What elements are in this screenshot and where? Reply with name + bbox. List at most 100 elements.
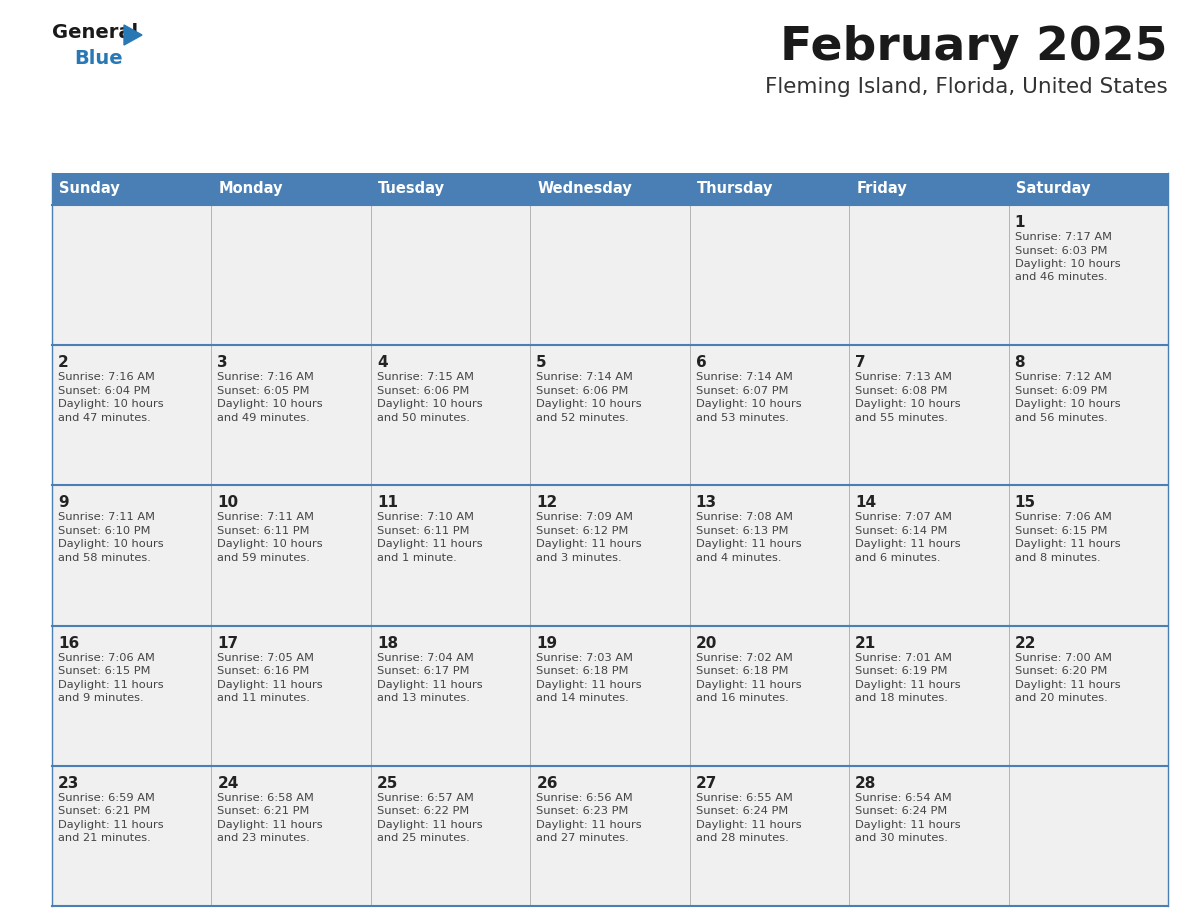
Text: Daylight: 11 hours: Daylight: 11 hours <box>58 820 164 830</box>
Text: and 28 minutes.: and 28 minutes. <box>696 834 789 844</box>
Bar <box>530 205 690 345</box>
Bar <box>371 345 530 486</box>
Text: Sunrise: 6:57 AM: Sunrise: 6:57 AM <box>377 793 474 803</box>
Bar <box>211 766 371 906</box>
Text: Sunrise: 6:55 AM: Sunrise: 6:55 AM <box>696 793 792 803</box>
Text: Daylight: 11 hours: Daylight: 11 hours <box>855 679 961 689</box>
Text: Sunset: 6:09 PM: Sunset: 6:09 PM <box>1015 386 1107 396</box>
Bar <box>52 205 211 345</box>
Bar <box>690 205 849 345</box>
Text: Sunrise: 7:11 AM: Sunrise: 7:11 AM <box>58 512 154 522</box>
Bar <box>530 173 690 205</box>
Bar <box>52 766 211 906</box>
Bar <box>371 173 530 205</box>
Text: Sunset: 6:08 PM: Sunset: 6:08 PM <box>855 386 948 396</box>
Text: Daylight: 10 hours: Daylight: 10 hours <box>217 399 323 409</box>
Text: 14: 14 <box>855 496 877 510</box>
Bar <box>211 205 371 345</box>
Text: Daylight: 10 hours: Daylight: 10 hours <box>1015 259 1120 269</box>
Bar <box>530 625 690 766</box>
Bar <box>211 173 371 205</box>
Bar <box>211 625 371 766</box>
Text: Sunset: 6:24 PM: Sunset: 6:24 PM <box>855 806 947 816</box>
Text: 28: 28 <box>855 776 877 790</box>
Text: Sunrise: 7:02 AM: Sunrise: 7:02 AM <box>696 653 792 663</box>
Text: Daylight: 11 hours: Daylight: 11 hours <box>855 540 961 549</box>
Text: Daylight: 11 hours: Daylight: 11 hours <box>1015 540 1120 549</box>
Text: 13: 13 <box>696 496 716 510</box>
Text: and 9 minutes.: and 9 minutes. <box>58 693 144 703</box>
Text: Sunrise: 7:13 AM: Sunrise: 7:13 AM <box>855 372 952 382</box>
Text: Sunset: 6:22 PM: Sunset: 6:22 PM <box>377 806 469 816</box>
Text: Friday: Friday <box>857 182 906 196</box>
Text: Sunset: 6:03 PM: Sunset: 6:03 PM <box>1015 245 1107 255</box>
Text: February 2025: February 2025 <box>781 25 1168 70</box>
Text: Sunset: 6:23 PM: Sunset: 6:23 PM <box>536 806 628 816</box>
Bar <box>371 486 530 625</box>
Text: Sunrise: 7:14 AM: Sunrise: 7:14 AM <box>696 372 792 382</box>
Bar <box>52 625 211 766</box>
Text: Daylight: 10 hours: Daylight: 10 hours <box>536 399 642 409</box>
Text: 7: 7 <box>855 355 866 370</box>
Text: Sunrise: 7:08 AM: Sunrise: 7:08 AM <box>696 512 792 522</box>
Text: Sunrise: 7:11 AM: Sunrise: 7:11 AM <box>217 512 315 522</box>
Bar <box>530 766 690 906</box>
Text: Sunrise: 7:09 AM: Sunrise: 7:09 AM <box>536 512 633 522</box>
Text: 19: 19 <box>536 635 557 651</box>
Text: Sunrise: 7:01 AM: Sunrise: 7:01 AM <box>855 653 952 663</box>
Bar <box>1009 345 1168 486</box>
Bar <box>1009 486 1168 625</box>
Text: and 21 minutes.: and 21 minutes. <box>58 834 151 844</box>
Text: Daylight: 11 hours: Daylight: 11 hours <box>377 679 482 689</box>
Bar <box>690 486 849 625</box>
Bar <box>52 345 211 486</box>
Text: 21: 21 <box>855 635 877 651</box>
Bar <box>52 173 211 205</box>
Text: Monday: Monday <box>219 182 283 196</box>
Text: Sunrise: 6:54 AM: Sunrise: 6:54 AM <box>855 793 952 803</box>
Text: and 58 minutes.: and 58 minutes. <box>58 553 151 563</box>
Bar <box>690 345 849 486</box>
Text: Daylight: 11 hours: Daylight: 11 hours <box>536 679 642 689</box>
Text: Sunset: 6:10 PM: Sunset: 6:10 PM <box>58 526 151 536</box>
Text: Sunrise: 7:00 AM: Sunrise: 7:00 AM <box>1015 653 1112 663</box>
Text: Sunset: 6:18 PM: Sunset: 6:18 PM <box>696 666 788 676</box>
Bar <box>52 486 211 625</box>
Text: Sunrise: 7:05 AM: Sunrise: 7:05 AM <box>217 653 315 663</box>
Text: Sunrise: 7:10 AM: Sunrise: 7:10 AM <box>377 512 474 522</box>
Text: Daylight: 11 hours: Daylight: 11 hours <box>217 679 323 689</box>
Text: and 14 minutes.: and 14 minutes. <box>536 693 628 703</box>
Text: Daylight: 10 hours: Daylight: 10 hours <box>696 399 802 409</box>
Text: 26: 26 <box>536 776 558 790</box>
Bar <box>849 486 1009 625</box>
Text: Sunset: 6:21 PM: Sunset: 6:21 PM <box>217 806 310 816</box>
Text: Fleming Island, Florida, United States: Fleming Island, Florida, United States <box>765 77 1168 97</box>
Text: and 30 minutes.: and 30 minutes. <box>855 834 948 844</box>
Text: Sunday: Sunday <box>59 182 120 196</box>
Text: Daylight: 10 hours: Daylight: 10 hours <box>217 540 323 549</box>
Text: Sunrise: 7:07 AM: Sunrise: 7:07 AM <box>855 512 952 522</box>
Text: and 49 minutes.: and 49 minutes. <box>217 413 310 422</box>
Text: and 46 minutes.: and 46 minutes. <box>1015 273 1107 283</box>
Text: Daylight: 11 hours: Daylight: 11 hours <box>377 820 482 830</box>
Text: Sunset: 6:21 PM: Sunset: 6:21 PM <box>58 806 151 816</box>
Text: Sunset: 6:12 PM: Sunset: 6:12 PM <box>536 526 628 536</box>
Text: 16: 16 <box>58 635 80 651</box>
Text: and 3 minutes.: and 3 minutes. <box>536 553 621 563</box>
Text: and 27 minutes.: and 27 minutes. <box>536 834 628 844</box>
Text: and 20 minutes.: and 20 minutes. <box>1015 693 1107 703</box>
Bar <box>211 345 371 486</box>
Text: and 1 minute.: and 1 minute. <box>377 553 456 563</box>
Text: 15: 15 <box>1015 496 1036 510</box>
Text: and 13 minutes.: and 13 minutes. <box>377 693 469 703</box>
Text: 8: 8 <box>1015 355 1025 370</box>
Text: 4: 4 <box>377 355 387 370</box>
Text: Sunrise: 7:04 AM: Sunrise: 7:04 AM <box>377 653 474 663</box>
Text: Daylight: 11 hours: Daylight: 11 hours <box>377 540 482 549</box>
Text: Thursday: Thursday <box>696 182 773 196</box>
Text: 18: 18 <box>377 635 398 651</box>
Text: Sunset: 6:18 PM: Sunset: 6:18 PM <box>536 666 628 676</box>
Bar <box>530 345 690 486</box>
Bar <box>211 486 371 625</box>
Text: Daylight: 10 hours: Daylight: 10 hours <box>855 399 961 409</box>
